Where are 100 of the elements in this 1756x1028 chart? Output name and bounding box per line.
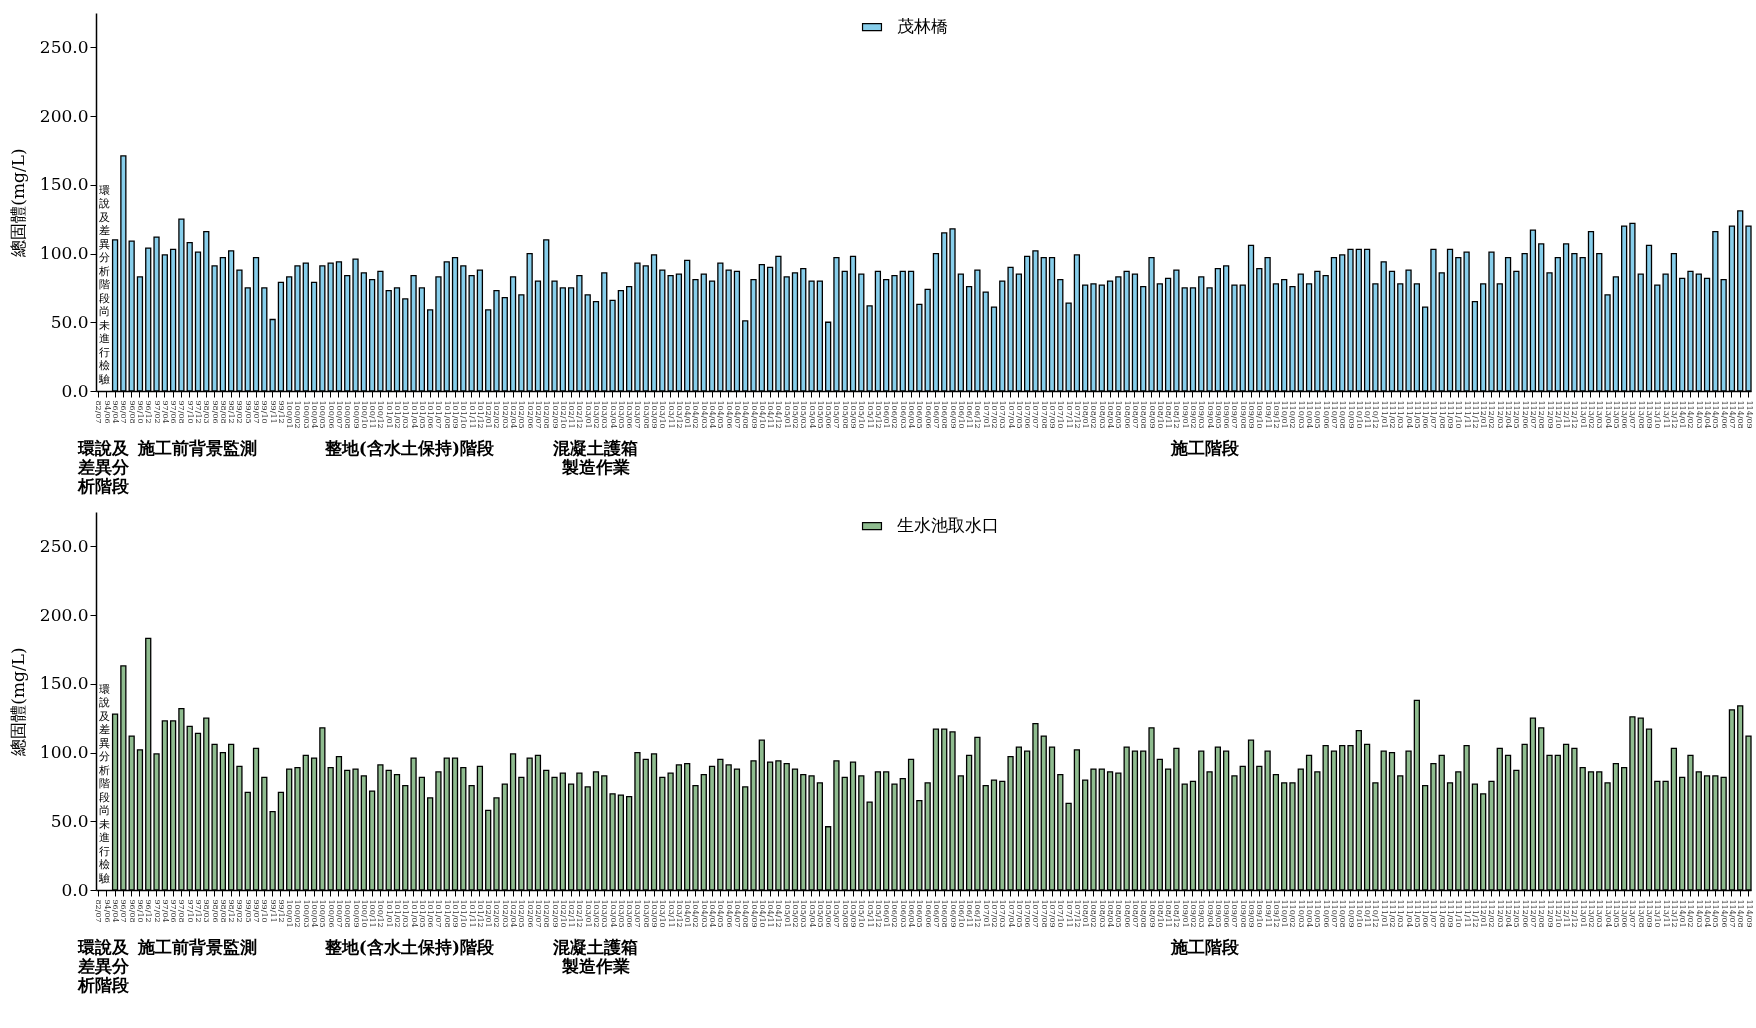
- x-tick-label: 109/02: [1188, 899, 1198, 928]
- x-tick-label: 112/09: [1545, 400, 1555, 429]
- x-tick-label: 97/10: [185, 899, 195, 923]
- y-tick-label: 50.0: [50, 810, 89, 831]
- x-tick-label: 107/04: [1006, 400, 1016, 429]
- x-tick-label: 107/10: [1056, 400, 1066, 429]
- x-tick-label: 110/07: [1329, 899, 1339, 928]
- x-tick-label: 110/08: [1338, 400, 1348, 429]
- x-tick-label: 106/04: [907, 899, 917, 928]
- x-tick-label: 97/08: [177, 899, 187, 923]
- x-tick-label: 108/12: [1172, 899, 1182, 928]
- text: 環說及差異分析階段尚未進行檢驗: [98, 183, 110, 386]
- x-tick-label: 109/11: [1263, 400, 1273, 429]
- x-tick-label: 106/12: [973, 899, 983, 928]
- x-tick-label: 105/04: [807, 400, 817, 429]
- x-tick-label: 110/06: [1321, 899, 1331, 928]
- x-tick-label: 110/07: [1329, 400, 1339, 429]
- x-tick-label: 98/06: [210, 400, 220, 424]
- x-tick-label: 107/08: [1039, 899, 1049, 928]
- text: 整地(含水土保持)階段: [323, 937, 495, 957]
- x-tick-label: 113/07: [1628, 899, 1638, 928]
- x-tick-label: 114/05: [1711, 400, 1721, 429]
- x-tick-label: 109/09: [1247, 400, 1257, 429]
- x-tick-label: 112/03: [1495, 899, 1505, 928]
- x-tick-label: 104/08: [741, 899, 751, 928]
- x-tick-label: 102/03: [500, 899, 510, 928]
- legend-label: 生水池取水口: [896, 515, 999, 536]
- x-tick-label: 111/01: [1379, 899, 1389, 928]
- x-tick-label: 101/05: [417, 400, 427, 429]
- x-tick-label: 96/08: [127, 899, 137, 923]
- x-tick-label: 101/06: [426, 899, 436, 928]
- x-tick-label: 109/03: [1197, 899, 1207, 928]
- x-tick-label: 111/07: [1429, 400, 1439, 429]
- x-tick-label: 103/01: [583, 400, 593, 429]
- x-tick-label: 110/11: [1363, 899, 1373, 928]
- x-tick-label: 102/04: [509, 400, 519, 429]
- x-tick-label: 105/12: [873, 400, 883, 429]
- text: 環說及差異分析階段: [76, 937, 130, 995]
- x-tick-label: 101/01: [384, 400, 394, 429]
- x-tick-label: 103/01: [583, 899, 593, 928]
- x-tick-label: 97/08: [177, 400, 187, 424]
- x-tick-label: 113/01: [1578, 899, 1588, 928]
- text: 混凝土護箱製造作業: [552, 438, 639, 477]
- x-tick-label: 105/11: [865, 899, 875, 928]
- x-tick-label: 103/08: [641, 899, 651, 928]
- x-tick-label: 106/02: [890, 899, 900, 928]
- x-tick-label: 101/06: [426, 400, 436, 429]
- x-tick-label: 96/07: [119, 400, 129, 424]
- x-tick-label: 105/04: [807, 899, 817, 928]
- x-tick-label: 109/12: [1271, 899, 1281, 928]
- x-tick-label: 114/03: [1694, 400, 1704, 429]
- x-tick-label: 111/06: [1421, 899, 1431, 928]
- x-tick-label: 96/04: [111, 899, 121, 923]
- x-tick-label: 113/04: [1603, 899, 1613, 928]
- x-tick-label: 112/11: [1562, 899, 1572, 928]
- x-tick-label: 105/07: [832, 899, 842, 928]
- x-tick-label: 96/12: [144, 400, 154, 424]
- x-tick-label: 107/12: [1072, 400, 1082, 429]
- x-tick-label: 94/06: [102, 899, 112, 923]
- x-tick-label: 102/02: [492, 400, 502, 429]
- x-tick-label: 108/08: [1139, 899, 1149, 928]
- x-tick-label: 109/07: [1230, 400, 1240, 429]
- x-tick-label: 105/10: [857, 400, 867, 429]
- x-tick-label: 108/06: [1122, 899, 1132, 928]
- x-tick-label: 107/02: [989, 899, 999, 928]
- x-tick-label: 100/09: [351, 400, 361, 429]
- x-tick-label: 108/11: [1164, 400, 1174, 429]
- x-tick-label: 107/06: [1023, 400, 1033, 429]
- x-tick-label: 107/11: [1064, 400, 1074, 429]
- x-tick-label: 99/12: [276, 899, 286, 923]
- x-tick-label: 106/05: [915, 899, 925, 928]
- x-tick-label: 102/11: [567, 400, 577, 429]
- x-tick-label: 111/07: [1429, 899, 1439, 928]
- x-tick-label: 109/03: [1197, 400, 1207, 429]
- x-tick-label: 114/07: [1727, 899, 1737, 928]
- x-tick-label: 100/03: [301, 899, 311, 928]
- x-tick-label: 110/01: [1280, 400, 1290, 429]
- x-tick-label: 97/04: [160, 899, 170, 923]
- x-tick-label: 104/11: [766, 899, 776, 928]
- x-tick-label: 108/04: [1106, 400, 1116, 429]
- x-tick-label: 106/05: [915, 400, 925, 429]
- x-tick-label: 105/12: [873, 899, 883, 928]
- x-tick-label: 103/08: [641, 400, 651, 429]
- x-tick-label: 102/11: [567, 899, 577, 928]
- x-tick-label: 109/01: [1180, 400, 1190, 429]
- text: 施工前背景監測: [137, 438, 258, 458]
- x-tick-label: 112/08: [1537, 899, 1547, 928]
- x-tick-label: 105/01: [782, 400, 792, 429]
- x-tick-label: 102/01: [484, 400, 494, 429]
- x-tick-label: 99/05: [243, 400, 253, 424]
- x-tick-label: 111/08: [1437, 899, 1447, 928]
- x-tick-label: 102/03: [500, 400, 510, 429]
- y-tick-label: 150.0: [39, 673, 89, 694]
- x-tick-label: 102/05: [517, 400, 527, 429]
- x-tick-label: 105/05: [815, 899, 825, 928]
- x-tick-label: 106/09: [948, 899, 958, 928]
- x-tick-label: 113/03: [1595, 899, 1605, 928]
- x-tick-label: 108/06: [1122, 400, 1132, 429]
- x-tick-label: 99/02: [235, 400, 245, 424]
- x-tick-label: 104/09: [749, 400, 759, 429]
